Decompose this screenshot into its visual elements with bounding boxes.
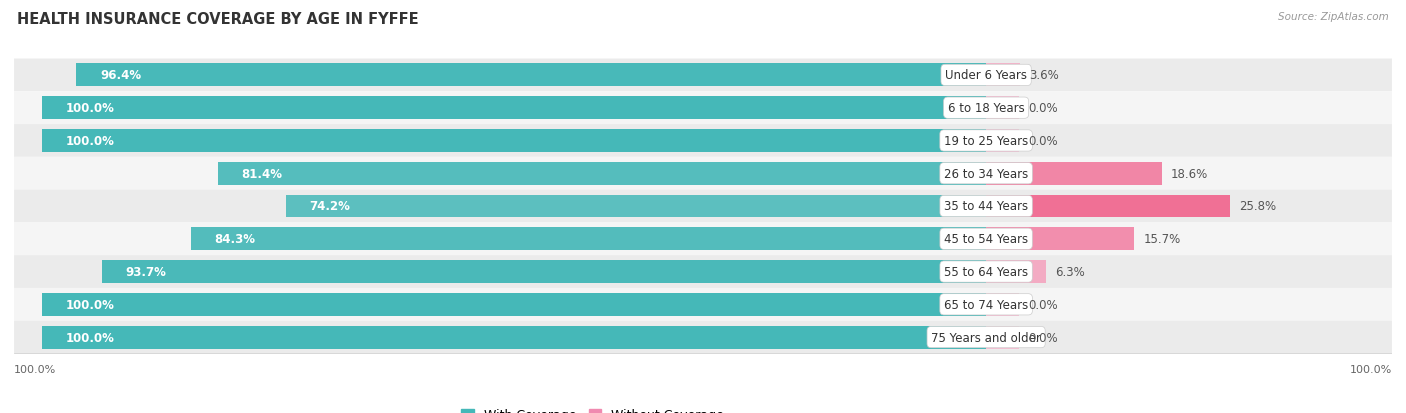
Text: 19 to 25 Years: 19 to 25 Years [943, 135, 1028, 147]
Bar [101, 261, 986, 283]
Bar [986, 195, 1230, 218]
Text: 26 to 34 Years: 26 to 34 Years [943, 167, 1028, 180]
Text: 100.0%: 100.0% [66, 298, 115, 311]
Bar [191, 228, 986, 251]
Text: 3.6%: 3.6% [1029, 69, 1059, 82]
Text: Under 6 Years: Under 6 Years [945, 69, 1028, 82]
Bar [191, 228, 986, 251]
FancyBboxPatch shape [14, 223, 1392, 256]
FancyBboxPatch shape [14, 92, 1392, 125]
Text: 35 to 44 Years: 35 to 44 Years [943, 200, 1028, 213]
Bar [986, 293, 1019, 316]
FancyBboxPatch shape [14, 190, 1392, 223]
Text: 100.0%: 100.0% [66, 135, 115, 147]
FancyBboxPatch shape [14, 157, 1392, 190]
Bar [218, 162, 986, 185]
Text: 0.0%: 0.0% [1029, 331, 1059, 344]
Bar [42, 293, 986, 316]
Text: 0.0%: 0.0% [1029, 298, 1059, 311]
Bar [42, 97, 986, 120]
Bar [986, 162, 1161, 185]
FancyBboxPatch shape [14, 288, 1392, 321]
FancyBboxPatch shape [14, 59, 1392, 92]
Text: 0.0%: 0.0% [1029, 102, 1059, 115]
Bar [986, 130, 1019, 152]
Bar [986, 64, 1021, 87]
Bar [42, 97, 986, 120]
FancyBboxPatch shape [14, 125, 1392, 157]
Bar [42, 326, 986, 349]
Text: 100.0%: 100.0% [66, 331, 115, 344]
Bar [42, 130, 986, 152]
Text: 74.2%: 74.2% [309, 200, 350, 213]
Text: 18.6%: 18.6% [1171, 167, 1208, 180]
Text: 81.4%: 81.4% [242, 167, 283, 180]
FancyBboxPatch shape [14, 321, 1392, 354]
Text: 100.0%: 100.0% [1350, 364, 1392, 374]
Text: HEALTH INSURANCE COVERAGE BY AGE IN FYFFE: HEALTH INSURANCE COVERAGE BY AGE IN FYFF… [17, 12, 419, 27]
Text: 25.8%: 25.8% [1239, 200, 1277, 213]
Bar [42, 326, 986, 349]
Text: 45 to 54 Years: 45 to 54 Years [943, 233, 1028, 246]
Bar [101, 261, 986, 283]
Text: 15.7%: 15.7% [1143, 233, 1181, 246]
Bar [285, 195, 986, 218]
Text: 55 to 64 Years: 55 to 64 Years [943, 266, 1028, 278]
Bar [42, 293, 986, 316]
Bar [986, 97, 1019, 120]
Bar [218, 162, 986, 185]
Text: 0.0%: 0.0% [1029, 135, 1059, 147]
FancyBboxPatch shape [14, 256, 1392, 288]
Bar [285, 195, 986, 218]
Text: 84.3%: 84.3% [214, 233, 254, 246]
Text: 75 Years and older: 75 Years and older [931, 331, 1040, 344]
Bar [76, 64, 986, 87]
Legend: With Coverage, Without Coverage: With Coverage, Without Coverage [457, 404, 730, 413]
Text: 65 to 74 Years: 65 to 74 Years [943, 298, 1028, 311]
Text: 6.3%: 6.3% [1054, 266, 1085, 278]
Bar [986, 228, 1135, 251]
Text: 6 to 18 Years: 6 to 18 Years [948, 102, 1025, 115]
Text: 100.0%: 100.0% [66, 102, 115, 115]
Bar [986, 326, 1019, 349]
Text: Source: ZipAtlas.com: Source: ZipAtlas.com [1278, 12, 1389, 22]
Text: 93.7%: 93.7% [125, 266, 166, 278]
Bar [986, 261, 1046, 283]
Bar [76, 64, 986, 87]
Text: 100.0%: 100.0% [14, 364, 56, 374]
Bar [42, 130, 986, 152]
Text: 96.4%: 96.4% [100, 69, 141, 82]
